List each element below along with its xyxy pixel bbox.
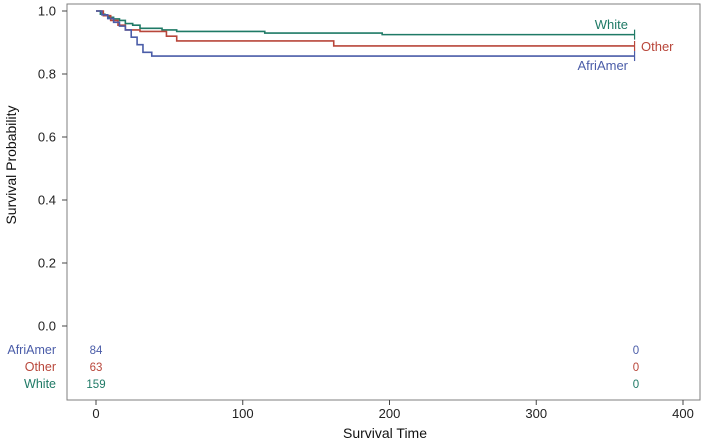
at-risk-table: White 159 0 Other 63 0 AfriAmer 84 0 (7, 343, 639, 391)
risk-count: 0 (633, 362, 639, 374)
risk-row-label: AfriAmer (7, 343, 56, 357)
series-label-white: White (595, 17, 628, 32)
x-axis-title: Survival Time (343, 425, 427, 441)
x-tick-label: 0 (92, 406, 99, 421)
y-tick-label: 0.0 (38, 319, 56, 334)
risk-count: 0 (633, 345, 639, 357)
risk-row-label: Other (25, 360, 56, 374)
survival-curve-afriamer (96, 10, 635, 57)
survival-curve-other (96, 10, 635, 47)
y-tick-label: 0.8 (38, 67, 56, 82)
x-tick-label: 400 (672, 406, 694, 421)
x-axis-ticks: 0 100 200 300 400 (92, 400, 694, 421)
y-axis-ticks: 0.0 0.2 0.4 0.6 0.8 1.0 (38, 4, 67, 334)
risk-count: 159 (86, 379, 105, 391)
risk-row-label: White (24, 377, 56, 391)
series-label-afriamer: AfriAmer (577, 58, 628, 73)
plot-frame (66, 3, 701, 401)
y-tick-label: 0.6 (38, 130, 56, 145)
y-axis-title: Survival Probability (3, 105, 19, 224)
risk-count: 84 (90, 345, 103, 357)
x-tick-label: 100 (232, 406, 254, 421)
y-tick-label: 1.0 (38, 4, 56, 19)
survival-curve-white (96, 10, 635, 36)
risk-count: 63 (90, 362, 103, 374)
survival-curves: White Other AfriAmer (96, 10, 674, 73)
x-tick-label: 200 (379, 406, 401, 421)
x-tick-label: 300 (525, 406, 547, 421)
y-tick-label: 0.2 (38, 256, 56, 271)
series-label-other: Other (641, 39, 674, 54)
risk-count: 0 (633, 379, 639, 391)
y-tick-label: 0.4 (38, 193, 56, 208)
